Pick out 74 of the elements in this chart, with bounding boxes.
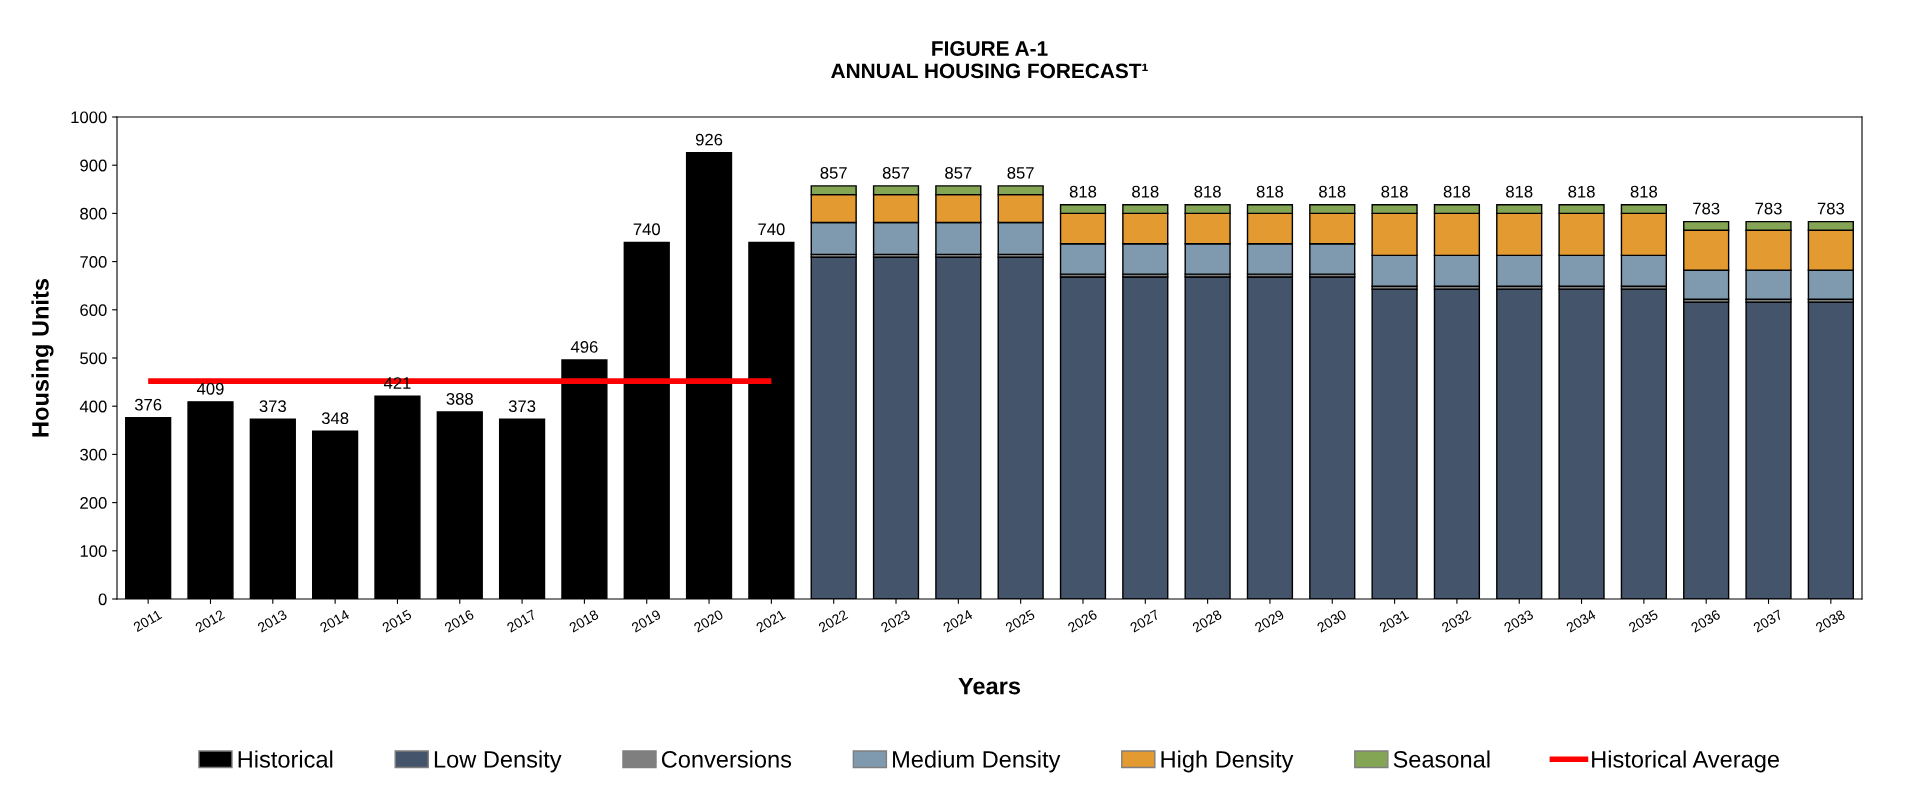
total-label: 496 [570, 340, 598, 353]
x-tick-label: 2014 [319, 609, 351, 633]
total-label: 818 [1256, 185, 1284, 198]
total-label: 857 [882, 166, 910, 179]
total-label: 783 [1817, 202, 1845, 215]
legend-label: Historical Average [1592, 750, 1780, 773]
x-tick-label: 2013 [256, 609, 288, 633]
x-tick-label: 2038 [1815, 609, 1846, 633]
legend-label: Low Density [434, 750, 562, 773]
total-label: 818 [1194, 185, 1221, 198]
total-label: 783 [1755, 202, 1782, 215]
legend-label: Seasonal [1393, 750, 1490, 768]
x-tick-label: 2034 [1565, 609, 1597, 633]
x-tick-label: 2022 [817, 609, 849, 633]
total-label: 818 [1630, 185, 1658, 198]
total-label: 740 [758, 223, 785, 236]
y-tick-label: 400 [79, 400, 107, 413]
x-tick-label: 2028 [1191, 609, 1223, 633]
x-tick-label: 2018 [568, 609, 600, 633]
y-tick-label: 100 [80, 545, 107, 557]
x-tick-label: 2021 [755, 609, 787, 633]
x-axis-title: Years [958, 677, 1021, 695]
x-tick-label: 2031 [1378, 609, 1410, 633]
legend-label: High Density [1161, 750, 1294, 773]
y-tick-label: 800 [80, 207, 107, 220]
y-tick-label: 600 [80, 304, 107, 316]
y-tick-label: 900 [80, 159, 107, 172]
total-label: 818 [1381, 185, 1408, 198]
total-label: 818 [1568, 185, 1595, 198]
total-label: 857 [945, 166, 972, 179]
total-label: 926 [695, 133, 723, 146]
total-label: 818 [1443, 185, 1471, 198]
y-tick-label: 0 [98, 593, 107, 606]
x-tick-label: 2027 [1129, 609, 1160, 633]
total-label: 857 [1007, 166, 1034, 179]
x-tick-label: 2016 [443, 609, 475, 633]
total-label: 818 [1069, 185, 1097, 198]
x-tick-label: 2036 [1690, 609, 1721, 633]
x-tick-label: 2035 [1628, 609, 1659, 633]
y-tick-label: 1000 [71, 111, 107, 124]
x-tick-label: 2032 [1441, 609, 1472, 633]
legend-label: Historical [238, 750, 333, 768]
total-label: 783 [1693, 202, 1720, 215]
total-label: 857 [820, 166, 847, 179]
y-tick-label: 300 [80, 448, 107, 461]
x-tick-label: 2033 [1503, 609, 1534, 633]
total-label: 373 [508, 400, 536, 413]
total-label: 818 [1506, 185, 1533, 198]
x-tick-label: 2030 [1316, 609, 1348, 633]
x-tick-label: 2019 [630, 609, 662, 633]
legend-label: Medium Density [893, 750, 1061, 773]
total-label: 376 [134, 398, 162, 411]
x-tick-label: 2029 [1254, 609, 1285, 633]
legend-label: Conversions [661, 750, 792, 768]
x-tick-label: 2020 [693, 609, 724, 633]
total-label: 348 [321, 412, 349, 425]
total-label: 388 [446, 393, 473, 405]
chart-title: FIGURE A-1 ANNUAL HOUSING FORECAST¹ [831, 41, 1148, 79]
y-tick-label: 500 [80, 352, 107, 365]
total-label: 818 [1132, 185, 1159, 198]
x-tick-label: 2023 [880, 609, 911, 633]
y-tick-label: 700 [80, 256, 107, 268]
x-tick-label: 2025 [1004, 609, 1036, 633]
x-tick-label: 2026 [1067, 609, 1098, 633]
total-label: 818 [1319, 185, 1346, 198]
x-tick-label: 2011 [132, 609, 163, 633]
total-label: 409 [196, 382, 224, 395]
y-tick-label: 200 [80, 497, 107, 509]
total-label: 740 [633, 223, 660, 236]
total-label: 373 [259, 400, 286, 413]
x-tick-label: 2012 [194, 609, 226, 633]
x-tick-label: 2024 [942, 609, 974, 633]
x-tick-label: 2015 [381, 609, 413, 633]
y-axis-title: Housing Units [31, 278, 54, 437]
